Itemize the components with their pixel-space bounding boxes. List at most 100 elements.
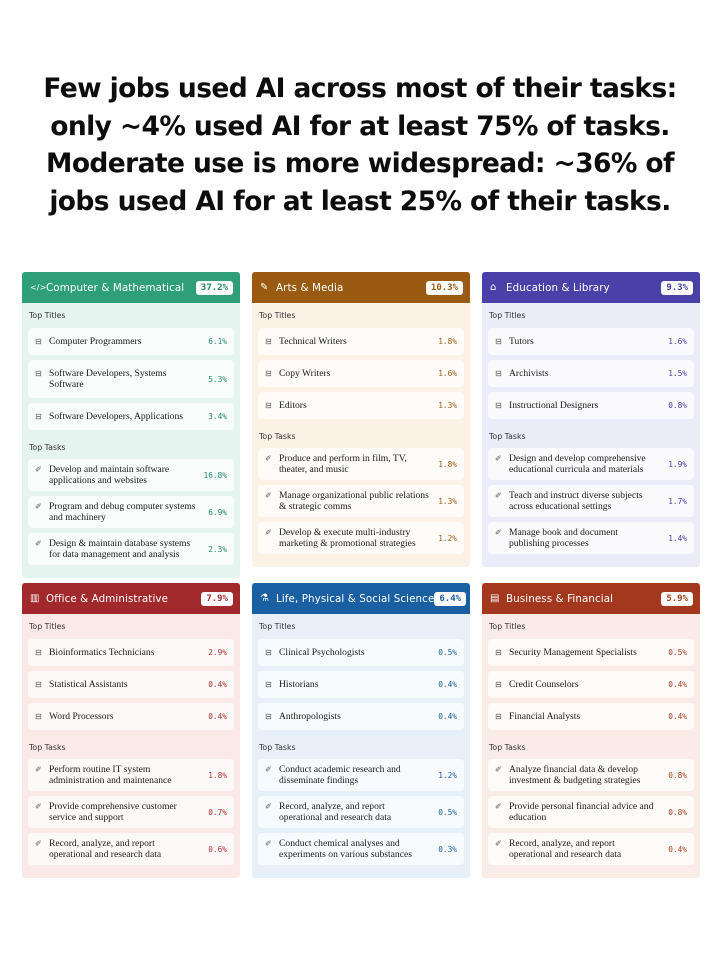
title-percent: 1.5% (668, 369, 687, 378)
task-percent: 0.8% (668, 770, 687, 780)
task-percent: 1.7% (668, 496, 687, 506)
briefcase-icon: ⊟ (495, 647, 502, 657)
category-name: Office & Administrative (46, 592, 169, 605)
task-name: Develop & execute multi-industry marketi… (279, 526, 416, 550)
wrench-icon: ✐ (265, 838, 272, 848)
title-row-main: ⊟ Technical Writers (265, 336, 347, 348)
wrench-icon: ✐ (495, 801, 502, 811)
wrench-icon: ✐ (35, 464, 42, 474)
title-row: ⊟ Word Processors 0.4% (28, 703, 234, 730)
task-row-main: ✐ Conduct academic research and dissemina… (265, 764, 429, 787)
task-percent: 0.5% (438, 807, 457, 817)
title-name: Archivists (509, 367, 549, 379)
building-icon: ▥ (30, 593, 40, 604)
task-name: Manage book and document publishing proc… (509, 526, 618, 550)
task-row-main: ✐ Program and debug computer systems and … (35, 501, 199, 524)
task-percent: 1.8% (438, 459, 457, 469)
title-name: Computer Programmers (49, 335, 142, 347)
task-name: Perform routine IT system administration… (49, 763, 172, 787)
task-row-main: ✐ Analyze financial data & develop invest… (495, 764, 659, 787)
task-percent: 0.8% (668, 807, 687, 817)
card-header: ▥ Office & Administrative 7.9% (22, 583, 240, 614)
headline-line: Moderate use is more widespread: ~36% of (46, 148, 675, 179)
title-row: ⊟ Clinical Psychologists 0.5% (258, 639, 464, 666)
category-title: ✎ Arts & Media (260, 282, 343, 294)
wrench-icon: ✐ (495, 764, 502, 774)
briefcase-icon: ⊟ (35, 368, 42, 378)
title-row-main: ⊟ Instructional Designers (495, 400, 598, 412)
briefcase-icon: ⊟ (495, 400, 502, 410)
top-tasks-label: Top Tasks (259, 743, 296, 752)
card-body: Top Titles ⊟ Computer Programmers 6.1% ⊟ Soft… (22, 303, 240, 578)
top-titles-label: Top Titles (29, 311, 66, 320)
task-row: ✐ Provide personal financial advice and e… (488, 796, 694, 828)
title-row: ⊟ Financial Analysts 0.4% (488, 703, 694, 730)
task-row-main: ✐ Develop & execute multi-industry market… (265, 527, 429, 550)
task-row: ✐ Record, analyze, and report operational… (258, 796, 464, 828)
title-row: ⊟ Historians 0.4% (258, 671, 464, 698)
headline: Few jobs used AI across most of their ta… (20, 70, 700, 220)
title-row-main: ⊟ Archivists (495, 368, 548, 380)
task-row: ✐ Teach and instruct diverse subjects acr… (488, 485, 694, 517)
briefcase-icon: ⊟ (35, 679, 42, 689)
task-row-main: ✐ Manage organizational public relations … (265, 490, 429, 513)
title-row: ⊟ Technical Writers 1.8% (258, 328, 464, 355)
task-row: ✐ Develop and maintain software applicati… (28, 459, 234, 491)
top-titles-label: Top Titles (489, 311, 526, 320)
title-row: ⊟ Software Developers, Systems Software 5.… (28, 360, 234, 398)
briefcase-icon: ⊟ (265, 679, 272, 689)
title-row: ⊟ Copy Writers 1.6% (258, 360, 464, 387)
briefcase-icon: ⊟ (495, 711, 502, 721)
category-percent-badge: 9.3% (661, 280, 693, 295)
task-percent: 0.3% (438, 844, 457, 854)
title-row-main: ⊟ Security Management Specialists (495, 647, 637, 659)
category-percent-badge: 6.4% (434, 591, 467, 606)
title-row: ⊟ Editors 1.3% (258, 392, 464, 419)
briefcase-icon: ⊟ (35, 647, 42, 657)
title-name: Editors (279, 399, 307, 411)
title-percent: 1.6% (668, 337, 687, 346)
task-row: ✐ Record, analyze, and report operational… (488, 833, 694, 865)
category-card: ▤ Business & Financial 5.9% Top Titles ⊟ Secu… (482, 583, 700, 878)
title-name: Technical Writers (279, 335, 347, 347)
wrench-icon: ✐ (265, 801, 272, 811)
title-name: Anthropologists (279, 710, 341, 722)
briefcase-icon: ⊟ (265, 336, 272, 346)
title-row-main: ⊟ Software Developers, Applications (35, 411, 183, 423)
title-row-main: ⊟ Software Developers, Systems Software (35, 368, 199, 391)
task-percent: 16.8% (203, 470, 227, 480)
top-titles-label: Top Titles (259, 622, 296, 631)
title-percent: 1.8% (438, 337, 457, 346)
briefcase-icon: ⊟ (495, 368, 502, 378)
task-row: ✐ Program and debug computer systems and … (28, 496, 234, 528)
task-percent: 1.2% (438, 533, 457, 543)
category-title: ⌂ Education & Library (490, 282, 610, 294)
top-tasks-label: Top Tasks (489, 743, 526, 752)
task-row-main: ✐ Perform routine IT system administratio… (35, 764, 199, 787)
top-titles-label: Top Titles (29, 622, 66, 631)
briefcase-icon: ⊟ (265, 368, 272, 378)
task-percent: 1.8% (208, 770, 227, 780)
task-row: ✐ Produce and perform in film, TV, theate… (258, 448, 464, 480)
card-body: Top Titles ⊟ Bioinformatics Technicians 2.9… (22, 614, 240, 878)
top-titles-label: Top Titles (259, 311, 296, 320)
task-name: Record, analyze, and report operational … (509, 837, 622, 861)
title-name: Security Management Specialists (509, 646, 637, 658)
task-row: ✐ Provide comprehensive customer service … (28, 796, 234, 828)
title-percent: 0.5% (438, 648, 457, 657)
task-row-main: ✐ Record, analyze, and report operational… (265, 801, 429, 824)
title-percent: 0.4% (438, 680, 457, 689)
task-row: ✐ Manage book and document publishing pro… (488, 522, 694, 554)
category-title: ▤ Business & Financial (490, 593, 613, 605)
title-percent: 0.4% (208, 680, 227, 689)
title-row-main: ⊟ Bioinformatics Technicians (35, 647, 154, 659)
category-percent-badge: 7.9% (201, 591, 233, 606)
headline-line: Few jobs used AI across most of their ta… (43, 73, 677, 104)
category-card: </> Computer & Mathematical 37.2% Top Title… (22, 272, 240, 578)
task-percent: 0.7% (208, 807, 227, 817)
wrench-icon: ✐ (495, 453, 502, 463)
task-row: ✐ Manage organizational public relations … (258, 485, 464, 517)
title-row: ⊟ Instructional Designers 0.8% (488, 392, 694, 419)
title-row: ⊟ Credit Counselors 0.4% (488, 671, 694, 698)
category-name: Life, Physical & Social Science (276, 592, 435, 605)
